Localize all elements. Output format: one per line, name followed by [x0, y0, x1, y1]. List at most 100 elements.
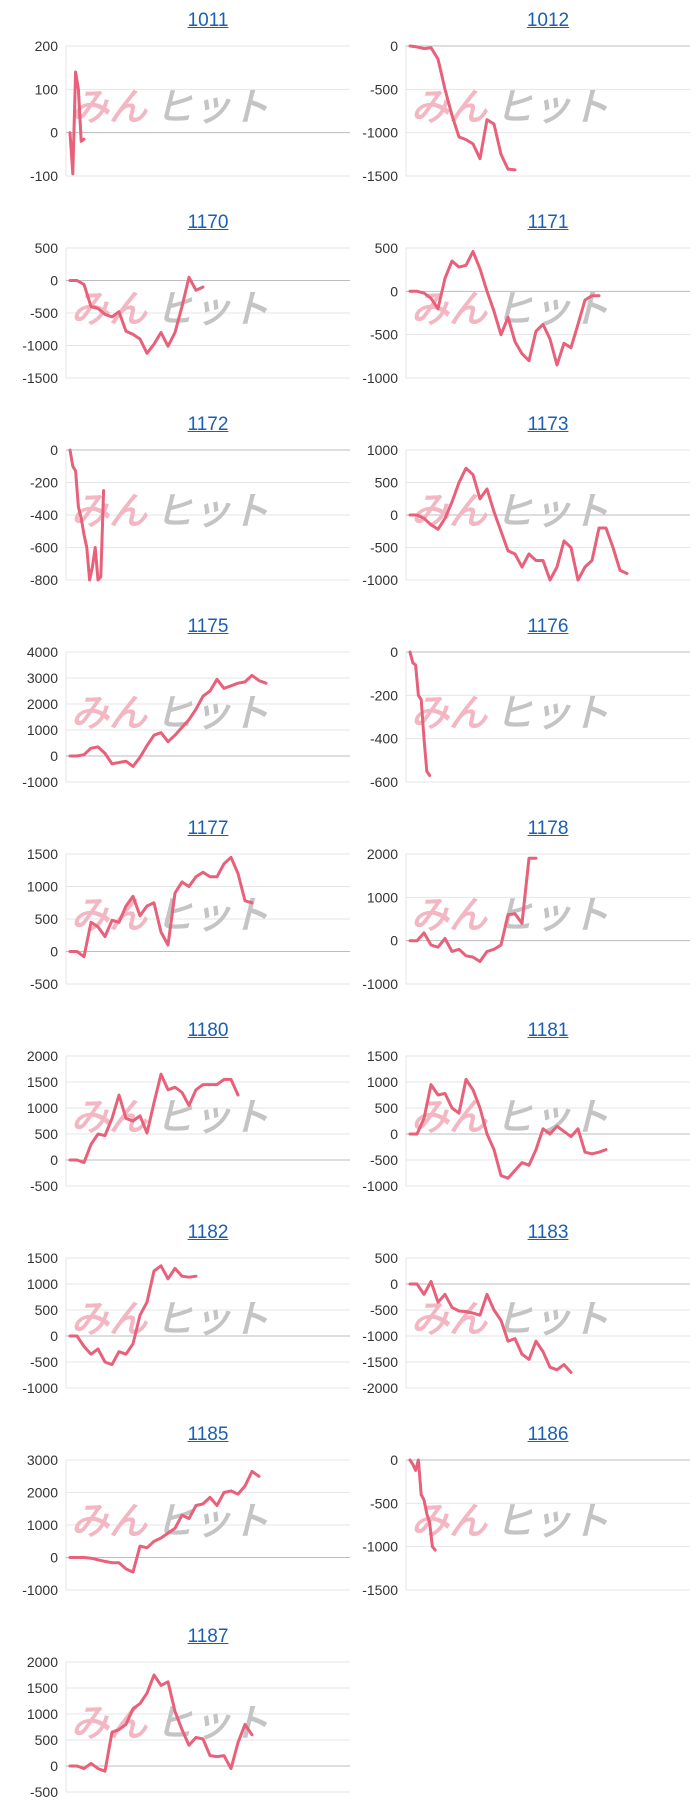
y-tick-label: 500 [375, 240, 399, 256]
watermark-part2: ヒット [155, 1701, 269, 1745]
chart-panel-1012: 1012 0 -500 -1000 -1500 みん ヒット [350, 0, 690, 200]
chart-panel-1172: 1172 0 -200 -400 -600 -800 みん ヒット [10, 404, 350, 604]
chart-panel-1178: 1178 2000 1000 0 -1000 みん ヒット [350, 808, 690, 1008]
y-tick-label: -1000 [22, 338, 58, 354]
line-chart: 0 -500 -1000 -1500 みん ヒット [362, 38, 690, 184]
series-line [68, 855, 254, 959]
chart-title-link[interactable]: 1171 [527, 212, 569, 233]
y-tick-label: 0 [50, 1550, 58, 1566]
y-tick-label: -500 [370, 327, 398, 343]
y-tick-label: 2000 [367, 846, 398, 862]
y-tick-label: 1000 [27, 1100, 58, 1116]
y-tick-label: -1000 [22, 774, 58, 790]
chart-panel-1187: 1187 2000 1500 1000 500 0 -500 みん ヒット [10, 1616, 350, 1816]
chart-title-link[interactable]: 1170 [187, 212, 229, 233]
y-tick-label: 1000 [27, 879, 58, 895]
y-tick-label: 1000 [367, 1074, 398, 1090]
series-line [408, 1077, 608, 1180]
y-tick-label: 0 [50, 1152, 58, 1168]
series-line [68, 1469, 261, 1574]
y-tick-label: -400 [30, 507, 58, 523]
watermark-logo: みん ヒット [71, 85, 269, 129]
y-tick-label: -1000 [22, 1380, 58, 1396]
y-tick-label: -500 [370, 1152, 398, 1168]
watermark-logo: みん ヒット [411, 287, 609, 331]
watermark-part2: ヒット [495, 489, 609, 533]
chart-panel-1170: 1170 500 0 -500 -1000 -1500 みん ヒット [10, 202, 350, 402]
chart-title-link[interactable]: 1176 [527, 616, 569, 637]
y-tick-label: 500 [35, 240, 59, 256]
y-tick-label: -500 [370, 540, 398, 556]
watermark-logo: みん ヒット [411, 691, 609, 735]
y-tick-label: -1000 [362, 370, 398, 386]
y-tick-label: 1000 [27, 1276, 58, 1292]
y-tick-label: -600 [30, 540, 58, 556]
watermark-part1: みん [71, 1095, 148, 1139]
watermark-part2: ヒット [495, 1499, 609, 1543]
chart-title-link[interactable]: 1172 [187, 414, 229, 435]
watermark-part1: みん [71, 893, 148, 937]
y-tick-label: -1000 [362, 572, 398, 588]
line-chart: 4000 3000 2000 1000 0 -1000 みん ヒット [22, 644, 350, 790]
line-chart: 200 100 0 -100 みん ヒット [30, 38, 350, 184]
y-tick-label: 500 [35, 1732, 59, 1748]
y-tick-label: 0 [50, 748, 58, 764]
watermark-part2: ヒット [155, 287, 269, 331]
chart-title-link[interactable]: 1186 [527, 1424, 569, 1445]
line-chart: 1000 500 0 -500 -1000 みん ヒット [362, 442, 690, 588]
y-tick-label: 4000 [27, 644, 58, 660]
chart-title-link[interactable]: 1175 [187, 616, 229, 637]
chart-title-link[interactable]: 1011 [187, 10, 229, 31]
y-tick-label: -200 [370, 687, 398, 703]
series-line [68, 673, 268, 768]
chart-title-link[interactable]: 1177 [187, 818, 229, 839]
series-line [408, 1279, 573, 1374]
y-tick-label: 100 [35, 81, 59, 97]
y-tick-label: 1500 [27, 846, 58, 862]
watermark-logo: みん ヒット [71, 691, 269, 735]
chart-title-link[interactable]: 1180 [187, 1020, 229, 1041]
y-tick-label: -1500 [362, 1582, 398, 1598]
chart-title-link[interactable]: 1185 [187, 1424, 229, 1445]
y-tick-label: -500 [30, 1178, 58, 1194]
chart-title-link[interactable]: 1181 [527, 1020, 569, 1041]
series-line [408, 856, 538, 963]
y-tick-label: -500 [370, 1495, 398, 1511]
chart-title-link[interactable]: 1178 [527, 818, 569, 839]
chart-title-link[interactable]: 1012 [526, 10, 570, 31]
watermark-part2: ヒット [495, 287, 609, 331]
y-tick-label: 1000 [367, 889, 398, 905]
y-tick-label: -200 [30, 475, 58, 491]
y-tick-label: 2000 [27, 1048, 58, 1064]
chart-panel-1011: 1011 200 100 0 -100 みん ヒット [10, 0, 350, 200]
y-tick-label: 0 [390, 1276, 398, 1292]
watermark-logo: みん ヒット [411, 489, 609, 533]
series-line [408, 1458, 437, 1552]
series-line [408, 44, 517, 172]
chart-title-link[interactable]: 1187 [187, 1626, 229, 1647]
chart-panel-1181: 1181 1500 1000 500 0 -500 -1000 みん ヒット [350, 1010, 690, 1210]
y-tick-label: 500 [375, 475, 399, 491]
line-chart: 0 -200 -400 -600 -800 みん ヒット [30, 442, 350, 588]
watermark-part2: ヒット [495, 691, 609, 735]
watermark-logo: みん ヒット [71, 287, 269, 331]
line-chart: 0 -200 -400 -600 みん ヒット [370, 644, 690, 790]
watermark-part2: ヒット [155, 85, 269, 129]
line-chart: 500 0 -500 -1000 -1500 みん ヒット [22, 240, 350, 386]
watermark-logo: みん ヒット [411, 1297, 609, 1341]
chart-title-link[interactable]: 1173 [527, 414, 569, 435]
y-tick-label: 2000 [27, 1485, 58, 1501]
y-tick-label: 1000 [27, 1517, 58, 1533]
watermark-logo: みん ヒット [411, 893, 609, 937]
line-chart: 0 -500 -1000 -1500 みん ヒット [362, 1452, 690, 1598]
chart-title-link[interactable]: 1183 [527, 1222, 569, 1243]
y-tick-label: -500 [370, 81, 398, 97]
y-tick-label: -1500 [362, 1354, 398, 1370]
y-tick-label: 0 [50, 273, 58, 289]
watermark-logo: みん ヒット [411, 1499, 609, 1543]
chart-panel-1176: 1176 0 -200 -400 -600 みん ヒット [350, 606, 690, 806]
y-tick-label: 0 [50, 125, 58, 141]
y-tick-label: -500 [30, 1784, 58, 1800]
chart-title-link[interactable]: 1182 [187, 1222, 229, 1243]
